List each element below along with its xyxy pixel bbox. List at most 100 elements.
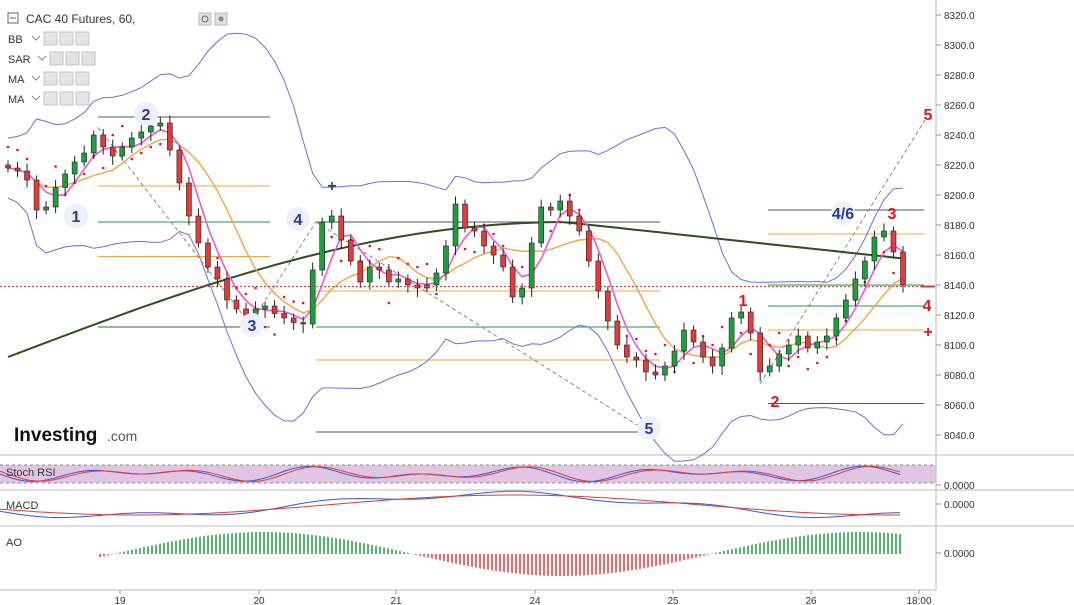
sar-dot	[435, 292, 438, 296]
sar-dot	[825, 355, 829, 359]
sar-dot	[473, 250, 476, 254]
indicator-legend[interactable]: BB SAR MA MA	[8, 31, 96, 106]
svg-text:Investing: Investing	[14, 425, 97, 446]
indicator-panels: Stoch RSI 0.0000 MACD 0.0000 AO 0.0000	[0, 464, 975, 576]
y-tick-label: 8200.0	[944, 191, 975, 202]
y-tick-label: 8040.0	[944, 431, 975, 442]
candle-body	[433, 272, 440, 286]
chevron-down-icon	[31, 95, 41, 101]
candle-body	[709, 356, 716, 367]
macd-line	[0, 490, 901, 518]
sar-dot	[739, 331, 743, 335]
candle-body	[24, 170, 30, 181]
candle-body	[804, 335, 811, 349]
y-tick-label: 8240.0	[944, 131, 975, 142]
x-tick-label: 26	[805, 596, 817, 605]
sar-dot	[796, 355, 800, 359]
sar-dot	[216, 256, 219, 260]
bb-upper-line	[7, 32, 904, 283]
y-tick-label: 8260.0	[944, 101, 975, 112]
sar-dot	[768, 343, 772, 347]
gear-icon	[59, 31, 74, 46]
sar-dot	[882, 250, 886, 254]
title-settings-icons[interactable]	[198, 12, 228, 26]
candle-body	[890, 230, 897, 253]
candle-body	[566, 200, 573, 217]
sar-dot	[549, 229, 553, 233]
y-tick-label: 8120.0	[944, 311, 975, 322]
eye-icon	[43, 91, 58, 106]
candle-body	[262, 305, 268, 310]
sar-dot	[711, 343, 714, 347]
bollinger-bands	[7, 32, 904, 462]
candle-body	[519, 287, 525, 298]
sar-dot	[720, 325, 724, 329]
eye-icon	[43, 31, 58, 46]
candle-body	[62, 173, 68, 188]
candle-body	[81, 152, 87, 163]
candle-body	[700, 341, 706, 358]
candle-body	[871, 236, 878, 262]
y-tick-label: 8300.0	[944, 41, 975, 52]
close-icon	[81, 51, 96, 66]
panel-label: Stoch RSI	[6, 467, 56, 479]
gear-icon	[65, 51, 80, 66]
candle-body	[405, 278, 411, 286]
candle-body	[624, 344, 630, 358]
sar-dot	[749, 352, 752, 356]
candle-body	[509, 266, 516, 298]
wave-label-blue: 1	[72, 209, 81, 226]
wave-annotations: 1 2 3 4 5 4/6 1 2 3 4 5 + +	[64, 102, 935, 440]
candle-body	[167, 122, 173, 151]
candle-body	[14, 167, 21, 172]
candle-body	[224, 278, 230, 301]
y-tick-label: 8180.0	[944, 221, 975, 232]
sar-dot	[892, 271, 895, 275]
candle-body	[205, 242, 211, 268]
y-tick-label: 8100.0	[944, 341, 975, 352]
candle-body	[681, 329, 687, 352]
sar-dot	[416, 265, 419, 269]
sar-dot	[111, 133, 115, 137]
wave-label-bg	[240, 313, 264, 337]
macd-signal-line	[0, 494, 900, 516]
panel-value: 0.0000	[944, 549, 975, 560]
candle-body	[814, 341, 821, 349]
sar-dot	[339, 259, 343, 263]
candle-body	[547, 206, 554, 211]
indicator-label: SAR	[8, 54, 31, 66]
candle-body	[128, 137, 135, 148]
wave-label-red: +	[923, 324, 932, 341]
candle-body	[757, 332, 763, 373]
wave-label-bg	[637, 416, 661, 440]
candle-body	[738, 311, 744, 319]
candle-body	[728, 317, 735, 349]
candle-body	[357, 260, 364, 283]
candle-body	[338, 215, 345, 241]
candle-body	[328, 215, 335, 223]
x-tick-label: 25	[667, 596, 679, 605]
candle-body	[795, 335, 802, 346]
x-tick-label: 19	[114, 596, 126, 605]
candle-body	[852, 278, 859, 301]
wave-label-red: 2	[771, 394, 780, 411]
wave-label-blue: 2	[142, 107, 151, 124]
candle-body	[595, 260, 602, 292]
candle-body	[157, 122, 164, 127]
candle-body	[605, 290, 611, 322]
candle-body	[766, 365, 773, 373]
sar-dot	[101, 166, 105, 170]
chevron-down-icon	[37, 55, 47, 61]
candle-body	[52, 187, 59, 208]
candle-body	[843, 299, 849, 319]
y-tick-label: 8080.0	[944, 371, 975, 382]
stoch-d-line	[0, 465, 901, 483]
sar-dot	[330, 235, 334, 239]
chart-title: CAC 40 Futures, 60,	[26, 12, 135, 26]
candle-body	[671, 350, 678, 367]
x-tick-label: 20	[253, 596, 265, 605]
candle-body	[309, 269, 316, 325]
sar-dot	[378, 247, 381, 251]
sar-dot	[625, 334, 629, 338]
